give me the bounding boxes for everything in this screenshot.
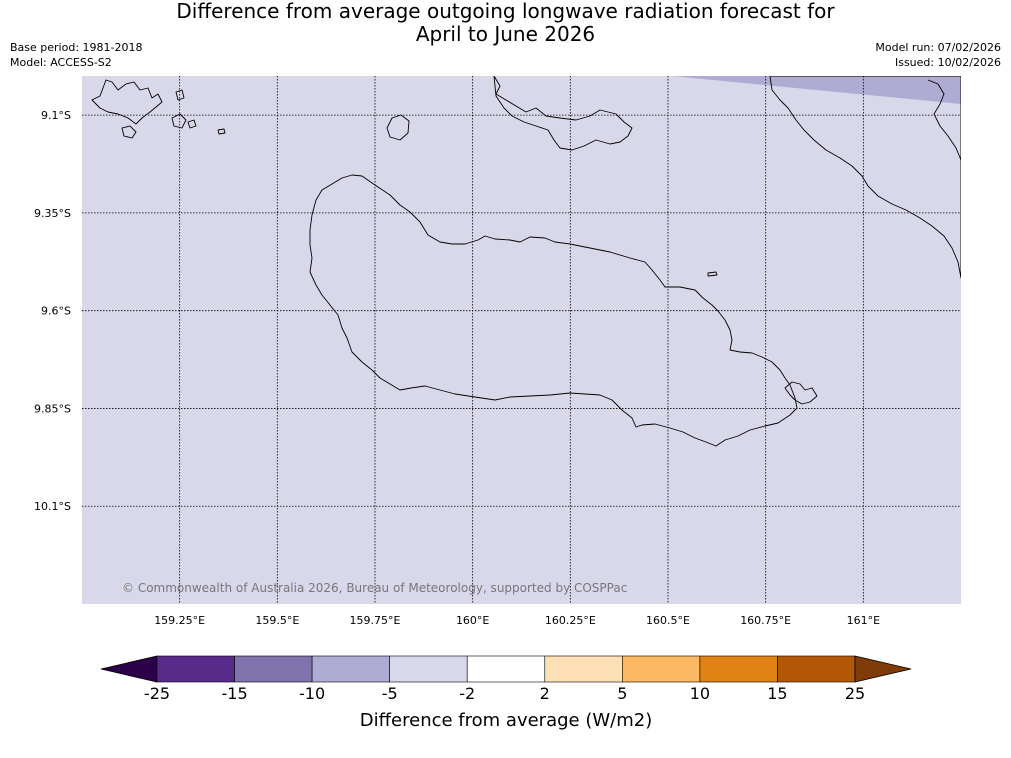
title-line-2: April to June 2026 — [415, 22, 596, 46]
colorbar-swatch — [311, 655, 390, 683]
lat-tick-label: 9.6°S — [41, 305, 71, 318]
colorbar-over-arrow — [854, 655, 912, 683]
colorbar-tick-label: 5 — [617, 684, 627, 703]
colorbar-under-arrow — [100, 655, 158, 683]
coastline-russell-islet-2 — [171, 113, 187, 129]
lon-tick-label: 160.25°E — [545, 614, 596, 627]
meta-left: Base period: 1981-2018 Model: ACCESS-S2 — [10, 40, 142, 70]
coastline-nggela — [493, 76, 633, 151]
longitude-labels: 159.25°E 159.5°E 159.75°E 160°E 160.25°E 160.… — [154, 614, 880, 627]
colorbar-tick-label: -10 — [299, 684, 325, 703]
coastline-guadalcanal — [309, 174, 798, 447]
colorbar-swatch — [699, 655, 778, 683]
lat-tick-label: 9.35°S — [34, 207, 71, 220]
colorbar-swatch — [622, 655, 701, 683]
lat-tick-label: 9.85°S — [34, 402, 71, 415]
lon-tick-label: 160.75°E — [740, 614, 791, 627]
latitude-labels: 9.1°S 9.35°S 9.6°S 9.85°S 10.1°S — [34, 109, 71, 513]
map-background — [82, 76, 961, 604]
anomaly-region-purple — [672, 76, 961, 104]
colorbar-swatch — [777, 655, 856, 683]
coastlines — [91, 76, 961, 447]
chart-title: Difference from average outgoing longwav… — [0, 0, 1011, 46]
colorbar-tick-label: -15 — [221, 684, 247, 703]
lon-tick-label: 159.75°E — [350, 614, 401, 627]
colorbar-tick-label: -5 — [382, 684, 398, 703]
colorbar-swatch — [466, 655, 546, 683]
lon-tick-label: 160.5°E — [646, 614, 690, 627]
copyright-notice: © Commonwealth of Australia 2026, Bureau… — [122, 581, 627, 595]
coastline-russell-islet-1 — [121, 125, 137, 139]
colorbar-tick-label: 15 — [767, 684, 787, 703]
lat-tick-label: 9.1°S — [41, 109, 71, 122]
colorbar — [100, 655, 912, 683]
gridlines — [82, 76, 961, 604]
lon-tick-label: 159.25°E — [154, 614, 205, 627]
colorbar-tick-label: 10 — [690, 684, 710, 703]
colorbar-swatch — [156, 655, 235, 683]
coastline-marau-islets — [784, 381, 818, 405]
base-period: Base period: 1981-2018 — [10, 41, 143, 54]
colorbar-ticks: -25 -15 -10 -5 -2 2 5 10 15 25 — [144, 684, 865, 703]
lat-tick-label: 10.1°S — [34, 500, 71, 513]
colorbar-swatch — [389, 655, 468, 683]
colorbar-title: Difference from average (W/m2) — [360, 710, 652, 731]
coastline-russell-islet-3 — [175, 89, 185, 101]
model-name: Model: ACCESS-S2 — [10, 56, 112, 69]
colorbar-tick-label: 2 — [540, 684, 550, 703]
coastline-russell-islet-4 — [217, 128, 226, 135]
issued-date: Issued: 10/02/2026 — [894, 56, 1001, 69]
coastline-savo — [386, 114, 410, 141]
colorbar-tick-label: -25 — [144, 684, 170, 703]
model-run: Model run: 07/02/2026 — [875, 41, 1001, 54]
lon-tick-label: 161°E — [847, 614, 880, 627]
meta-right: Model run: 07/02/2026 Issued: 10/02/2026 — [875, 40, 1001, 70]
colorbar-tick-label: 25 — [845, 684, 865, 703]
title-line-1: Difference from average outgoing longwav… — [176, 0, 835, 23]
coastline-russell-islet-5 — [187, 119, 197, 129]
colorbar-swatch — [544, 655, 623, 683]
colorbar-swatch — [234, 655, 313, 683]
coastline-malaita — [769, 76, 961, 279]
coastline-malaita-upper — [927, 79, 961, 161]
lon-tick-label: 159.5°E — [255, 614, 299, 627]
colorbar-tick-label: -2 — [459, 684, 475, 703]
coastline-islet — [707, 271, 718, 277]
lon-tick-label: 160°E — [456, 614, 489, 627]
coastline-russell-islands — [91, 79, 163, 125]
